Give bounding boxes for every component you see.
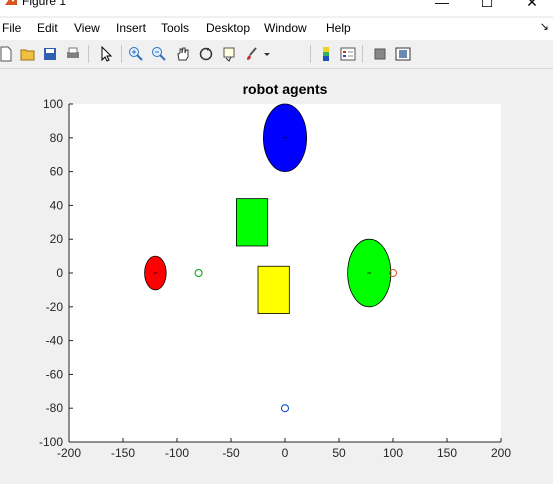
- plot-title: robot agents: [243, 81, 328, 97]
- menu-insert[interactable]: Insert: [116, 21, 147, 35]
- show-plot-tools-icon[interactable]: [393, 44, 413, 64]
- shapes-layer: [144, 103, 397, 413]
- robot-rectangle: [257, 265, 290, 314]
- target-marker: [389, 269, 397, 277]
- menu-desktop[interactable]: Desktop: [206, 21, 251, 35]
- menu-bar: File Edit View Insert Tools Desktop Wind…: [0, 18, 553, 40]
- x-tick-label: 0: [282, 446, 289, 460]
- menu-help[interactable]: Help: [326, 21, 351, 35]
- brush-dropdown-icon[interactable]: [262, 44, 272, 64]
- toolbar-separator: [88, 45, 89, 63]
- target-marker: [281, 404, 289, 413]
- figure-toolbar: [0, 40, 553, 69]
- y-tick-label: 40: [50, 198, 64, 212]
- hide-plot-tools-icon[interactable]: [370, 44, 390, 64]
- menu-window[interactable]: Window: [264, 21, 307, 35]
- plot-svg[interactable]: robot agents -200 -150 -100 -50 0 50 100 150 200…: [0, 69, 553, 484]
- print-icon[interactable]: [63, 44, 83, 64]
- pan-icon[interactable]: [173, 44, 193, 64]
- close-button[interactable]: ✕: [526, 0, 538, 10]
- y-tick-label: -40: [46, 334, 64, 348]
- y-tick-label: -60: [46, 367, 64, 381]
- brush-icon[interactable]: [242, 44, 262, 64]
- y-tick-label: 100: [43, 97, 63, 111]
- y-tick-label: -80: [46, 401, 64, 415]
- x-tick-label: -50: [222, 446, 240, 460]
- insert-legend-icon[interactable]: [338, 44, 358, 64]
- menu-edit[interactable]: Edit: [37, 21, 58, 35]
- x-tick-label: 100: [383, 446, 403, 460]
- zoom-out-icon[interactable]: [149, 44, 169, 64]
- x-tick-label: -200: [57, 446, 81, 460]
- y-tick-label: 80: [50, 131, 64, 145]
- x-tick-label: 200: [491, 446, 511, 460]
- y-tick-label: -20: [46, 300, 64, 314]
- new-figure-icon[interactable]: [0, 44, 16, 64]
- x-tick-label: -150: [111, 446, 135, 460]
- toolbar-separator: [362, 45, 363, 63]
- robot-rectangle: [235, 198, 269, 247]
- save-icon[interactable]: [40, 44, 60, 64]
- edit-plot-icon[interactable]: [96, 44, 116, 64]
- data-cursor-icon[interactable]: [219, 44, 239, 64]
- figure-canvas[interactable]: robot agents -200 -150 -100 -50 0 50 100 150 200…: [0, 69, 553, 484]
- x-tick-label: 50: [332, 446, 346, 460]
- x-tick-label: -100: [165, 446, 189, 460]
- axes-layer: -200 -150 -100 -50 0 50 100 150 200-100-80-60-40…: [39, 97, 511, 460]
- window-titlebar: Figure 1 — ☐ ✕: [0, 0, 553, 16]
- y-tick-label: -100: [39, 435, 63, 449]
- toolbar-separator: [121, 45, 122, 63]
- rotate-3d-icon[interactable]: [196, 44, 216, 64]
- menu-view[interactable]: View: [74, 21, 100, 35]
- target-marker: [194, 269, 203, 277]
- dock-arrow-icon[interactable]: ↘: [539, 21, 549, 33]
- y-tick-label: 0: [56, 266, 63, 280]
- minimize-button[interactable]: —: [435, 0, 449, 10]
- maximize-button[interactable]: ☐: [480, 0, 494, 10]
- window-title: Figure 1: [22, 0, 67, 8]
- menu-file[interactable]: File: [2, 21, 22, 35]
- menu-tools[interactable]: Tools: [161, 21, 190, 35]
- matlab-logo-icon: [5, 0, 17, 5]
- y-tick-label: 20: [50, 232, 64, 246]
- zoom-in-icon[interactable]: [126, 44, 146, 64]
- insert-colorbar-icon[interactable]: [316, 44, 336, 64]
- y-tick-label: 60: [50, 165, 64, 179]
- x-tick-label: 150: [437, 446, 457, 460]
- toolbar-separator: [310, 45, 311, 63]
- open-file-icon[interactable]: [18, 44, 38, 64]
